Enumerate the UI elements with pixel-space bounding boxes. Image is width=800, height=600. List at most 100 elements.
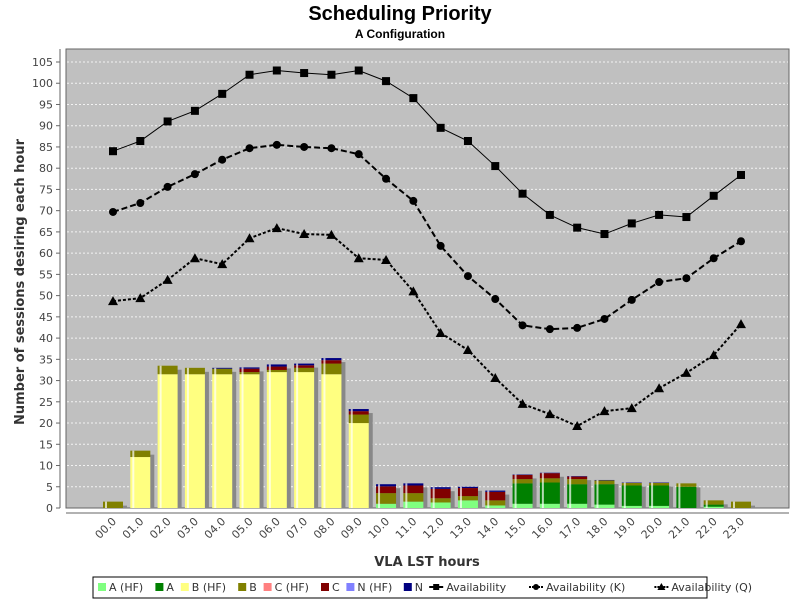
data-point-circle bbox=[300, 142, 309, 151]
bar-segment bbox=[703, 500, 724, 505]
bar-highlight bbox=[350, 409, 353, 508]
data-point-square bbox=[655, 210, 664, 219]
data-point-square bbox=[545, 210, 554, 219]
x-tick-label: 08.0 bbox=[311, 515, 338, 542]
data-point-square bbox=[354, 66, 363, 75]
bar-segment bbox=[649, 505, 670, 508]
bar-segment bbox=[567, 479, 588, 485]
legend-swatch bbox=[403, 583, 412, 591]
bar-segment bbox=[539, 478, 560, 483]
bar-segment bbox=[239, 368, 260, 373]
data-point-circle bbox=[655, 278, 664, 287]
data-point-triangle bbox=[408, 286, 419, 296]
bar-segment bbox=[130, 450, 151, 458]
data-point-square bbox=[409, 94, 418, 103]
y-tick-label: 40 bbox=[39, 332, 53, 345]
legend-label: B bbox=[249, 581, 257, 594]
data-point-triangle bbox=[517, 398, 528, 408]
x-tick-label: 17.0 bbox=[557, 515, 584, 542]
bar-segment bbox=[294, 363, 315, 366]
bar-segment bbox=[594, 480, 615, 485]
bar-segment bbox=[649, 485, 670, 506]
bar-segment bbox=[703, 504, 724, 507]
data-point-triangle bbox=[572, 421, 583, 431]
legend-marker-square bbox=[433, 584, 440, 590]
data-point-circle bbox=[190, 170, 199, 179]
bar-segment bbox=[376, 484, 397, 487]
legend-label: C (HF) bbox=[275, 581, 309, 594]
x-tick-label: 04.0 bbox=[202, 515, 229, 542]
bar-segment bbox=[594, 504, 615, 508]
y-tick-label: 0 bbox=[46, 502, 53, 515]
bar-segment bbox=[567, 484, 588, 504]
data-point-triangle bbox=[353, 253, 364, 263]
bar-segment bbox=[321, 360, 342, 364]
bar-highlight bbox=[296, 363, 299, 508]
data-point-circle bbox=[627, 295, 636, 304]
data-point-triangle bbox=[217, 259, 228, 269]
y-tick-label: 60 bbox=[39, 247, 53, 260]
bar-segment bbox=[212, 368, 233, 375]
y-tick-label: 90 bbox=[39, 120, 53, 133]
legend-swatch bbox=[238, 583, 247, 591]
legend-label: Availability bbox=[446, 581, 506, 594]
bar-segment bbox=[348, 414, 369, 424]
bar-segment bbox=[621, 485, 642, 506]
data-point-triangle bbox=[381, 254, 392, 264]
x-tick-label: 12.0 bbox=[420, 515, 447, 542]
data-point-square bbox=[327, 70, 336, 79]
x-tick-label: 10.0 bbox=[366, 515, 393, 542]
data-point-circle bbox=[682, 274, 691, 283]
bar-segment bbox=[430, 488, 451, 499]
x-tick-label: 22.0 bbox=[693, 515, 720, 542]
data-point-square bbox=[190, 106, 199, 115]
bar-segment bbox=[512, 479, 533, 484]
data-point-triangle bbox=[162, 274, 173, 284]
bar-segment bbox=[321, 374, 342, 508]
data-point-square bbox=[300, 69, 309, 78]
legend-label: A (HF) bbox=[109, 581, 143, 594]
bar-segment bbox=[294, 365, 315, 368]
bar-segment bbox=[184, 374, 205, 508]
y-tick-label: 5 bbox=[46, 481, 53, 494]
bar-highlight bbox=[623, 482, 626, 508]
x-tick-label: 05.0 bbox=[229, 515, 256, 542]
data-point-circle bbox=[518, 321, 527, 330]
data-point-circle bbox=[109, 207, 117, 216]
bar-segment bbox=[430, 502, 451, 508]
data-point-triangle bbox=[189, 253, 200, 263]
y-tick-label: 65 bbox=[39, 226, 53, 239]
legend-swatch bbox=[98, 583, 106, 591]
bar-highlight bbox=[378, 484, 381, 508]
bar-segment bbox=[266, 369, 287, 373]
legend-label: B (HF) bbox=[192, 581, 226, 594]
data-point-circle bbox=[218, 155, 227, 164]
data-point-triangle bbox=[299, 229, 310, 239]
bar-segment bbox=[266, 364, 287, 367]
data-point-circle bbox=[382, 174, 391, 183]
bar-highlight bbox=[132, 450, 135, 508]
bar-segment bbox=[239, 367, 260, 369]
bar-segment bbox=[266, 366, 287, 370]
bar-segment bbox=[621, 482, 642, 486]
bar-highlight bbox=[514, 474, 517, 508]
data-point-triangle bbox=[736, 319, 746, 329]
lines bbox=[108, 66, 746, 431]
bar-highlight bbox=[541, 472, 544, 508]
data-point-triangle bbox=[108, 296, 118, 306]
y-tick-label: 100 bbox=[32, 77, 53, 90]
x-tick-label: 11.0 bbox=[393, 515, 420, 542]
x-tick-label: 01.0 bbox=[120, 515, 147, 542]
data-point-circle bbox=[436, 241, 445, 250]
bar-segment bbox=[348, 423, 369, 508]
data-point-triangle bbox=[681, 367, 692, 377]
bar-segment bbox=[212, 374, 233, 508]
y-axis: 0 5 10 15 20 25 30 35 40 45 50 55 60 65 70 75 80 85 90 95 10… bbox=[32, 56, 60, 515]
y-tick-label: 105 bbox=[32, 56, 53, 69]
y-tick-label: 20 bbox=[39, 417, 53, 430]
bar-segment bbox=[676, 486, 697, 508]
data-point-square bbox=[109, 147, 117, 156]
x-tick-label: 16.0 bbox=[529, 515, 556, 542]
bar-segment bbox=[594, 484, 615, 505]
